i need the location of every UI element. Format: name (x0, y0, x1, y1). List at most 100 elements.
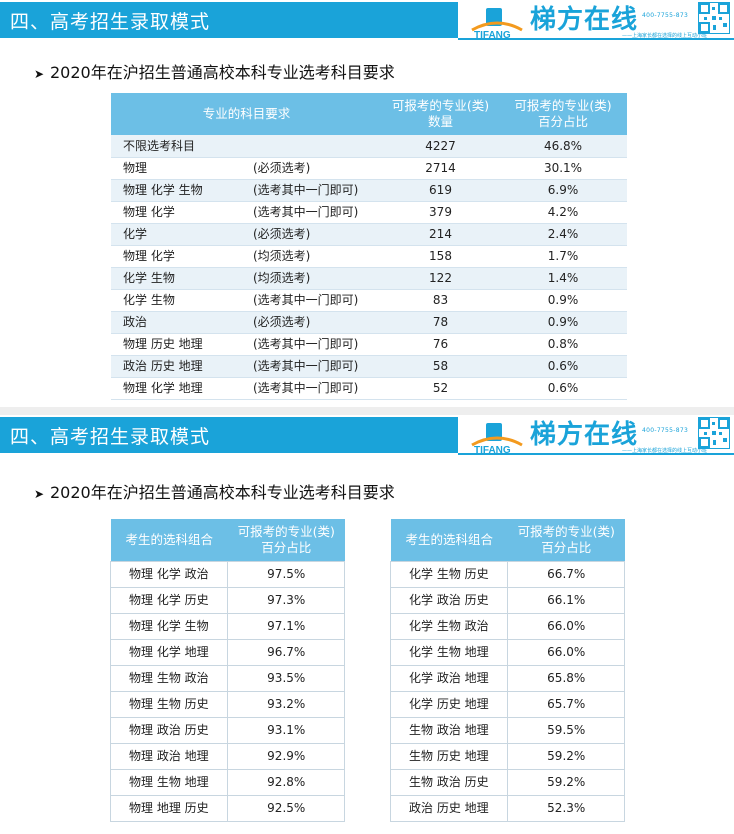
logo-phone: 400-7755-873 (642, 427, 689, 434)
logo-slogan: ——上海家长都在选择的线上互动小班 (622, 33, 708, 39)
table-row: 物理 化学 地理 (选考其中一门即可) 52 0.6% (111, 377, 627, 400)
table-row: 物理 (必须选考) 2714 30.1% (111, 157, 627, 180)
cell-count: 76 (382, 333, 499, 356)
combo-table-left: 考生的选科组合 可报考的专业(类) 百分占比 物理 化学 政治 97.5% 物理 化学… (109, 519, 345, 822)
logo-slogan: ——上海家长都在选择的线上互动小班 (622, 448, 708, 454)
cell-pct: 96.7% (227, 638, 345, 666)
arrow-bullet-icon: ➤ (34, 487, 45, 501)
cell-count: 158 (382, 245, 499, 268)
cell-pct: 92.8% (227, 768, 345, 796)
cell-combo: 化学 生物 政治 (389, 612, 509, 640)
qr-code-icon (698, 2, 730, 34)
cell-combo: 物理 化学 历史 (109, 586, 229, 614)
table-row: 物理 化学 生物 97.1% (109, 612, 345, 640)
tifang-logo: TIFANG 梯方在线 400-7755-873 ——上海家长都在选择的线上互动… (466, 417, 734, 457)
cell-count: 619 (382, 179, 499, 202)
table-header-row: 考生的选科组合 可报考的专业(类) 百分占比 (390, 519, 625, 561)
cell-pct: 1.7% (499, 245, 627, 268)
cell-subjects: 物理 化学 地理 (111, 377, 241, 400)
cell-subjects: 物理 化学 (111, 245, 241, 268)
banner-title: 四、高考招生录取模式 (10, 11, 211, 33)
table-row: 化学 生物 (均须选考) 122 1.4% (111, 267, 627, 290)
cell-requirement: (选考其中一门即可) (241, 289, 382, 312)
table-row: 政治 历史 地理 (选考其中一门即可) 58 0.6% (111, 355, 627, 378)
table-row: 生物 政治 地理 59.5% (389, 716, 625, 744)
table-row: 化学 (必须选考) 214 2.4% (111, 223, 627, 246)
cell-pct: 66.0% (507, 638, 625, 666)
cell-pct: 46.8% (499, 135, 627, 158)
table-row: 化学 生物 地理 66.0% (389, 638, 625, 666)
cell-requirement: (必须选考) (241, 157, 382, 180)
slide-1: 四、高考招生录取模式 TIFANG 梯方在线 400-7755-873 ——上海… (0, 0, 734, 407)
cell-pct: 65.7% (507, 690, 625, 718)
cell-pct: 2.4% (499, 223, 627, 246)
arrow-bullet-icon: ➤ (34, 67, 45, 81)
cell-pct: 30.1% (499, 157, 627, 180)
header-pct: 可报考的专业(类) 百分占比 (507, 519, 625, 561)
header-pct-line1: 可报考的专业(类) (237, 523, 335, 539)
cell-requirement: (选考其中一门即可) (241, 355, 382, 378)
cell-pct: 0.9% (499, 311, 627, 334)
cell-count: 52 (382, 377, 499, 400)
table-header-row: 专业的科目要求 可报考的专业(类) 数量 可报考的专业(类) 百分占比 (111, 93, 627, 135)
cell-combo: 生物 历史 地理 (389, 742, 509, 770)
cell-requirement: (选考其中一门即可) (241, 201, 382, 224)
cell-combo: 政治 历史 地理 (389, 794, 509, 822)
cell-requirement: (必须选考) (241, 223, 382, 246)
banner-bar: 四、高考招生录取模式 (0, 2, 458, 38)
banner-rule (458, 453, 734, 455)
cell-count: 83 (382, 289, 499, 312)
header-pct-line2: 百分占比 (541, 539, 592, 555)
cell-pct: 52.3% (507, 794, 625, 822)
header-combo: 考生的选科组合 (390, 519, 508, 561)
cell-combo: 物理 生物 历史 (109, 690, 229, 718)
cell-pct: 93.5% (227, 664, 345, 692)
cell-combo: 化学 历史 地理 (389, 690, 509, 718)
slide-banner: 四、高考招生录取模式 TIFANG 梯方在线 400-7755-873 ——上海… (0, 415, 734, 459)
cell-combo: 化学 政治 地理 (389, 664, 509, 692)
banner-title: 四、高考招生录取模式 (10, 426, 211, 448)
cell-pct: 4.2% (499, 201, 627, 224)
table-row: 物理 化学 (选考其中一门即可) 379 4.2% (111, 201, 627, 224)
cell-combo: 物理 化学 地理 (109, 638, 229, 666)
combo-table-right: 考生的选科组合 可报考的专业(类) 百分占比 化学 生物 历史 66.7% 化学 政治… (389, 519, 625, 822)
cell-combo: 化学 生物 地理 (389, 638, 509, 666)
cell-pct: 6.9% (499, 179, 627, 202)
subject-requirement-table: 专业的科目要求 可报考的专业(类) 数量 可报考的专业(类) 百分占比 不限选考科目… (111, 93, 627, 400)
cell-count: 2714 (382, 157, 499, 180)
cell-subjects: 物理 化学 生物 (111, 179, 241, 202)
cell-count: 78 (382, 311, 499, 334)
cell-pct: 97.3% (227, 586, 345, 614)
cell-subjects: 化学 生物 (111, 267, 241, 290)
table-row: 物理 生物 历史 93.2% (109, 690, 345, 718)
qr-code-icon (698, 417, 730, 449)
table-row: 生物 历史 地理 59.2% (389, 742, 625, 770)
cell-pct: 59.5% (507, 716, 625, 744)
header-count: 可报考的专业(类) 数量 (382, 93, 499, 135)
header-pct: 可报考的专业(类) 百分占比 (227, 519, 345, 561)
cell-count: 58 (382, 355, 499, 378)
table-row: 物理 生物 政治 93.5% (109, 664, 345, 692)
header-combo: 考生的选科组合 (110, 519, 228, 561)
table-row: 物理 化学 地理 96.7% (109, 638, 345, 666)
cell-pct: 59.2% (507, 742, 625, 770)
table-row: 物理 化学 (均须选考) 158 1.7% (111, 245, 627, 268)
cell-pct: 59.2% (507, 768, 625, 796)
table-body: 物理 化学 政治 97.5% 物理 化学 历史 97.3% 物理 化学 生物 97.1% 物… (109, 560, 345, 822)
table-row: 生物 政治 历史 59.2% (389, 768, 625, 796)
table-row: 化学 历史 地理 65.7% (389, 690, 625, 718)
cell-combo: 物理 化学 生物 (109, 612, 229, 640)
cell-requirement: (均须选考) (241, 267, 382, 290)
subtitle-text: 2020年在沪招生普通高校本科专业选考科目要求 (50, 63, 395, 82)
table-row: 物理 生物 地理 92.8% (109, 768, 345, 796)
header-count-line2: 数量 (427, 114, 453, 129)
table-row: 物理 政治 地理 92.9% (109, 742, 345, 770)
cell-count: 379 (382, 201, 499, 224)
cell-pct: 0.9% (499, 289, 627, 312)
header-pct: 可报考的专业(类) 百分占比 (499, 93, 627, 135)
cell-pct: 93.1% (227, 716, 345, 744)
cell-pct: 0.8% (499, 333, 627, 356)
table-row: 物理 化学 历史 97.3% (109, 586, 345, 614)
cell-count: 122 (382, 267, 499, 290)
header-pct-line1: 可报考的专业(类) (514, 98, 612, 113)
